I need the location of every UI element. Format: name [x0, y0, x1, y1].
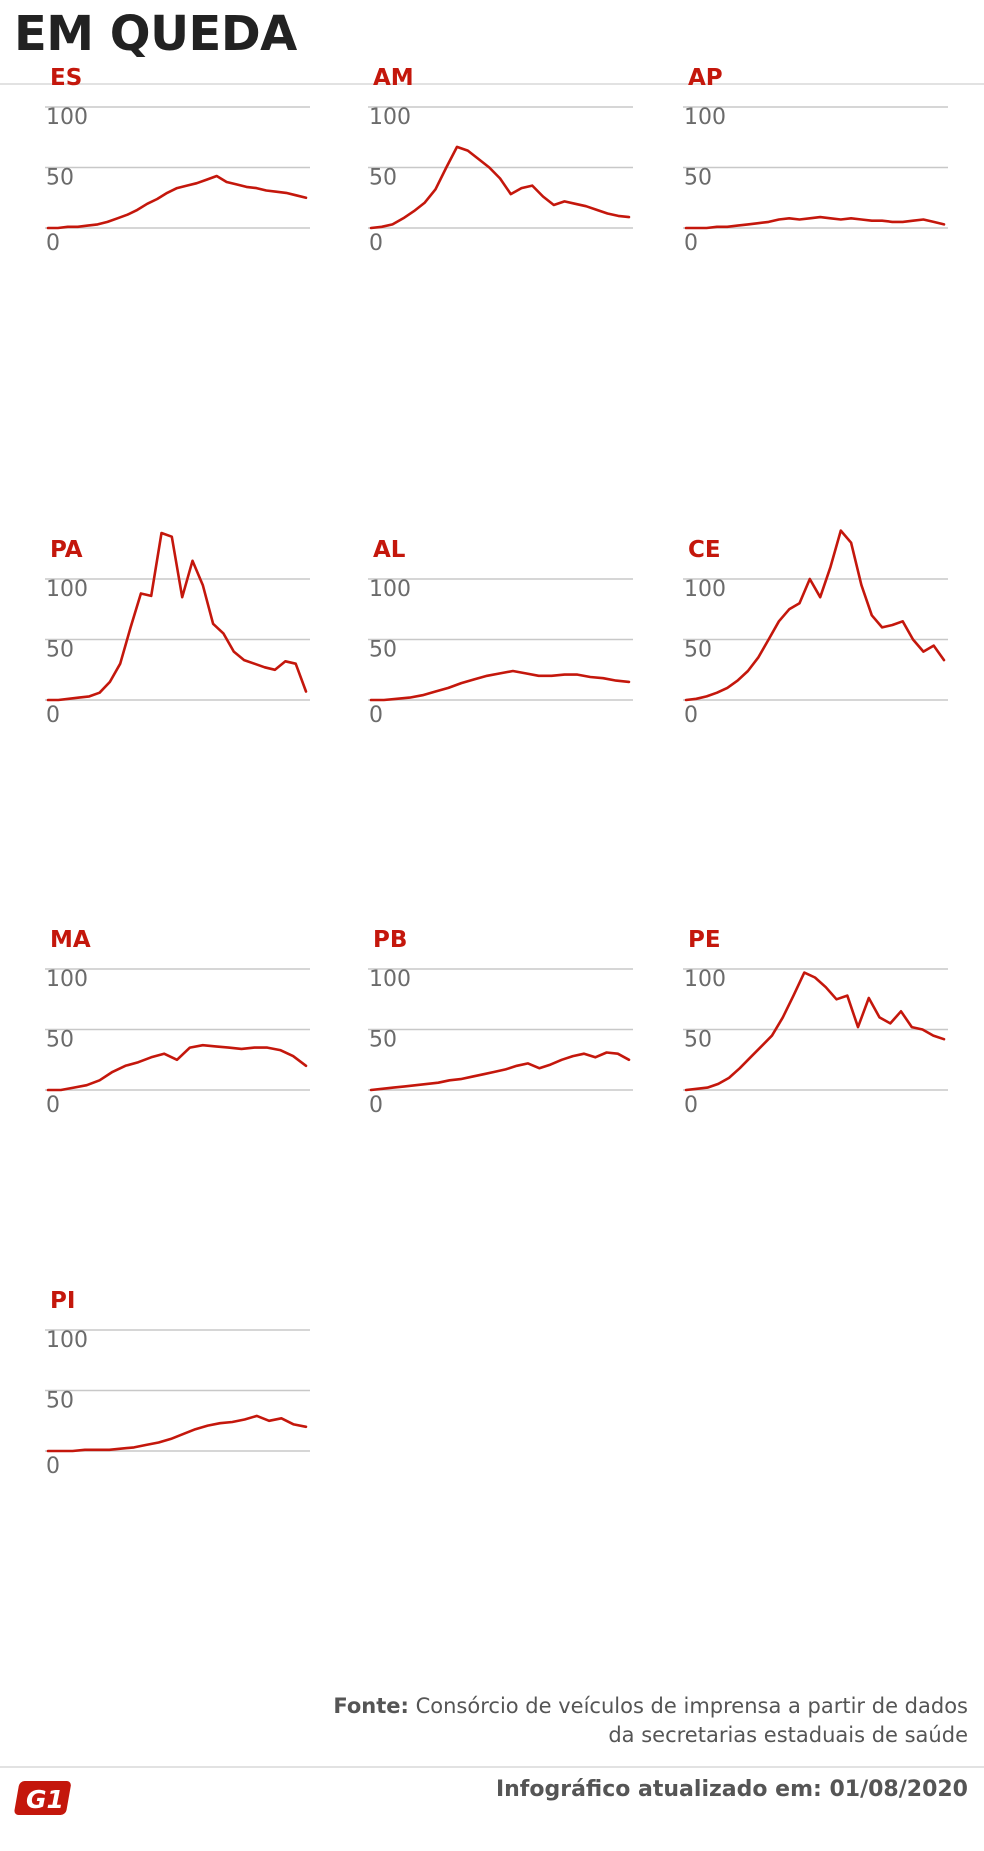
chart-ce: 0 50 100 CE: [683, 529, 948, 728]
page-title: EM QUEDA: [14, 6, 297, 62]
update-date: Infográfico atualizado em: 01/08/2020: [495, 1777, 968, 1802]
state-label: AP: [688, 65, 723, 91]
y-tick-label: 100: [369, 967, 411, 992]
state-label: ES: [50, 65, 82, 91]
chart-ma: 0 50 100 MA: [45, 927, 310, 1118]
series-line: [369, 145, 631, 230]
y-tick-label: 100: [369, 105, 411, 130]
state-label: PA: [50, 537, 83, 563]
g1-logo: G1: [14, 1781, 71, 1815]
g1-logo-text: G1: [26, 1785, 64, 1814]
y-tick-label: 100: [684, 967, 726, 992]
chart-pe: 0 50 100 PE: [683, 927, 948, 1118]
chart-es: 0 50 100 ES: [45, 65, 310, 256]
y-tick-label: 0: [684, 1093, 698, 1118]
chart-pi: 0 50 100 PI: [45, 1288, 310, 1479]
y-tick-label: 100: [46, 1328, 88, 1353]
y-tick-label: 0: [684, 703, 698, 728]
chart-al: 0 50 100 AL: [368, 537, 633, 728]
source-note: Fonte: Consórcio de veículos de imprensa…: [328, 1692, 968, 1750]
y-tick-label: 50: [369, 638, 397, 663]
y-tick-label: 100: [684, 577, 726, 602]
chart-pa: 0 50 100 PA: [45, 531, 310, 728]
series-line: [46, 1043, 308, 1092]
y-tick-label: 0: [46, 1093, 60, 1118]
state-label: AL: [373, 537, 406, 563]
y-tick-label: 0: [369, 1093, 383, 1118]
title-divider: [0, 83, 984, 85]
series-line: [46, 174, 308, 230]
y-tick-label: 100: [46, 967, 88, 992]
y-tick-label: 50: [46, 638, 74, 663]
source-label: Fonte:: [333, 1694, 409, 1718]
y-tick-label: 50: [369, 1028, 397, 1053]
y-tick-label: 100: [46, 577, 88, 602]
series-line: [369, 669, 631, 702]
y-tick-label: 0: [46, 231, 60, 256]
state-label: CE: [688, 537, 721, 563]
state-label: PI: [50, 1288, 75, 1314]
y-tick-label: 50: [684, 638, 712, 663]
y-tick-label: 100: [46, 105, 88, 130]
series-line: [46, 531, 308, 702]
series-line: [684, 971, 946, 1092]
g1-logo-badge: [14, 1781, 71, 1815]
y-tick-label: 100: [369, 577, 411, 602]
y-tick-label: 0: [369, 703, 383, 728]
series-line: [369, 1051, 631, 1092]
footer-divider: [0, 1766, 984, 1768]
chart-ap: 0 50 100 AP: [683, 65, 948, 256]
series-line: [684, 215, 946, 230]
y-tick-label: 0: [369, 231, 383, 256]
source-text: Consórcio de veículos de imprensa a part…: [415, 1694, 968, 1747]
chart-am: 0 50 100 AM: [368, 65, 633, 256]
y-tick-label: 50: [46, 166, 74, 191]
series-line: [46, 1414, 308, 1453]
state-label: PB: [373, 927, 407, 953]
y-tick-label: 0: [46, 1454, 60, 1479]
y-tick-label: 0: [46, 703, 60, 728]
state-label: AM: [373, 65, 414, 91]
y-tick-label: 50: [46, 1028, 74, 1053]
y-tick-label: 50: [369, 166, 397, 191]
state-label: MA: [50, 927, 91, 953]
y-tick-label: 100: [684, 105, 726, 130]
state-label: PE: [688, 927, 721, 953]
y-tick-label: 50: [684, 1028, 712, 1053]
y-tick-label: 50: [46, 1389, 74, 1414]
y-tick-label: 50: [684, 166, 712, 191]
y-tick-label: 0: [684, 231, 698, 256]
series-line: [684, 529, 946, 702]
chart-pb: 0 50 100 PB: [368, 927, 633, 1118]
